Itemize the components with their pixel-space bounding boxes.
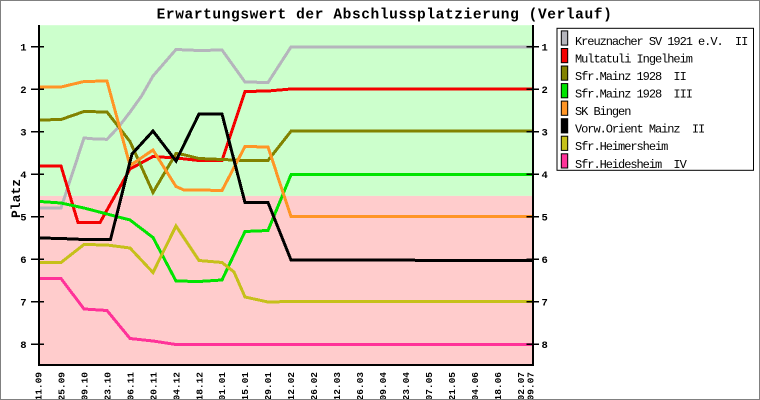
svg-text:02.07: 02.07: [516, 372, 527, 400]
svg-text:Erwartungswert der Abschlusspl: Erwartungswert der Abschlussplatzierung …: [157, 8, 613, 24]
svg-text:5: 5: [542, 213, 548, 225]
svg-text:25.09: 25.09: [56, 372, 67, 400]
svg-text:8: 8: [20, 340, 26, 352]
svg-text:Kreuznacher SV 1921 e.V. II: Kreuznacher SV 1921 e.V. II: [575, 35, 747, 49]
svg-text:7: 7: [542, 298, 548, 310]
svg-text:1: 1: [542, 43, 548, 55]
svg-text:5: 5: [20, 213, 26, 225]
svg-text:01.01: 01.01: [217, 372, 228, 400]
svg-text:04.06: 04.06: [470, 372, 481, 400]
svg-text:Sfr.Heidesheim IV: Sfr.Heidesheim IV: [575, 158, 688, 172]
svg-text:23.04: 23.04: [401, 372, 412, 400]
svg-text:07.05: 07.05: [424, 372, 435, 400]
svg-text:15.01: 15.01: [240, 372, 251, 400]
svg-text:09.10: 09.10: [79, 372, 90, 400]
svg-text:18.06: 18.06: [493, 372, 504, 400]
svg-text:3: 3: [542, 128, 548, 140]
svg-text:09.04: 09.04: [378, 372, 389, 400]
svg-text:4: 4: [20, 170, 26, 182]
svg-text:06.11: 06.11: [125, 372, 136, 400]
svg-text:8: 8: [542, 340, 548, 352]
svg-text:18.12: 18.12: [194, 372, 205, 400]
svg-text:Platz: Platz: [9, 179, 24, 218]
svg-text:04.12: 04.12: [171, 372, 182, 400]
svg-text:26.03: 26.03: [355, 372, 366, 400]
svg-text:12.03: 12.03: [332, 372, 343, 400]
svg-text:Sfr.Heimersheim: Sfr.Heimersheim: [575, 140, 668, 154]
svg-text:SK Bingen: SK Bingen: [575, 105, 631, 119]
svg-text:Sfr.Mainz 1928 III: Sfr.Mainz 1928 III: [575, 88, 692, 102]
svg-text:2: 2: [542, 85, 548, 97]
svg-text:12.02: 12.02: [286, 372, 297, 400]
svg-text:2: 2: [20, 85, 26, 97]
svg-text:29.01: 29.01: [263, 372, 274, 400]
svg-text:7: 7: [20, 298, 26, 310]
svg-text:26.02: 26.02: [309, 372, 320, 400]
svg-text:3: 3: [20, 128, 26, 140]
svg-text:6: 6: [20, 255, 26, 267]
svg-text:23.10: 23.10: [102, 372, 113, 400]
svg-text:Vorw.Orient Mainz II: Vorw.Orient Mainz II: [575, 123, 704, 137]
svg-text:6: 6: [542, 255, 548, 267]
svg-text:Multatuli Ingelheim: Multatuli Ingelheim: [575, 53, 693, 67]
svg-text:20.11: 20.11: [148, 372, 159, 400]
svg-text:09.07: 09.07: [526, 372, 537, 400]
svg-text:4: 4: [542, 170, 548, 182]
svg-text:11.09: 11.09: [33, 372, 44, 400]
svg-text:21.05: 21.05: [447, 372, 458, 400]
svg-text:Sfr.Mainz 1928 II: Sfr.Mainz 1928 II: [575, 70, 686, 84]
svg-text:1: 1: [20, 43, 26, 55]
